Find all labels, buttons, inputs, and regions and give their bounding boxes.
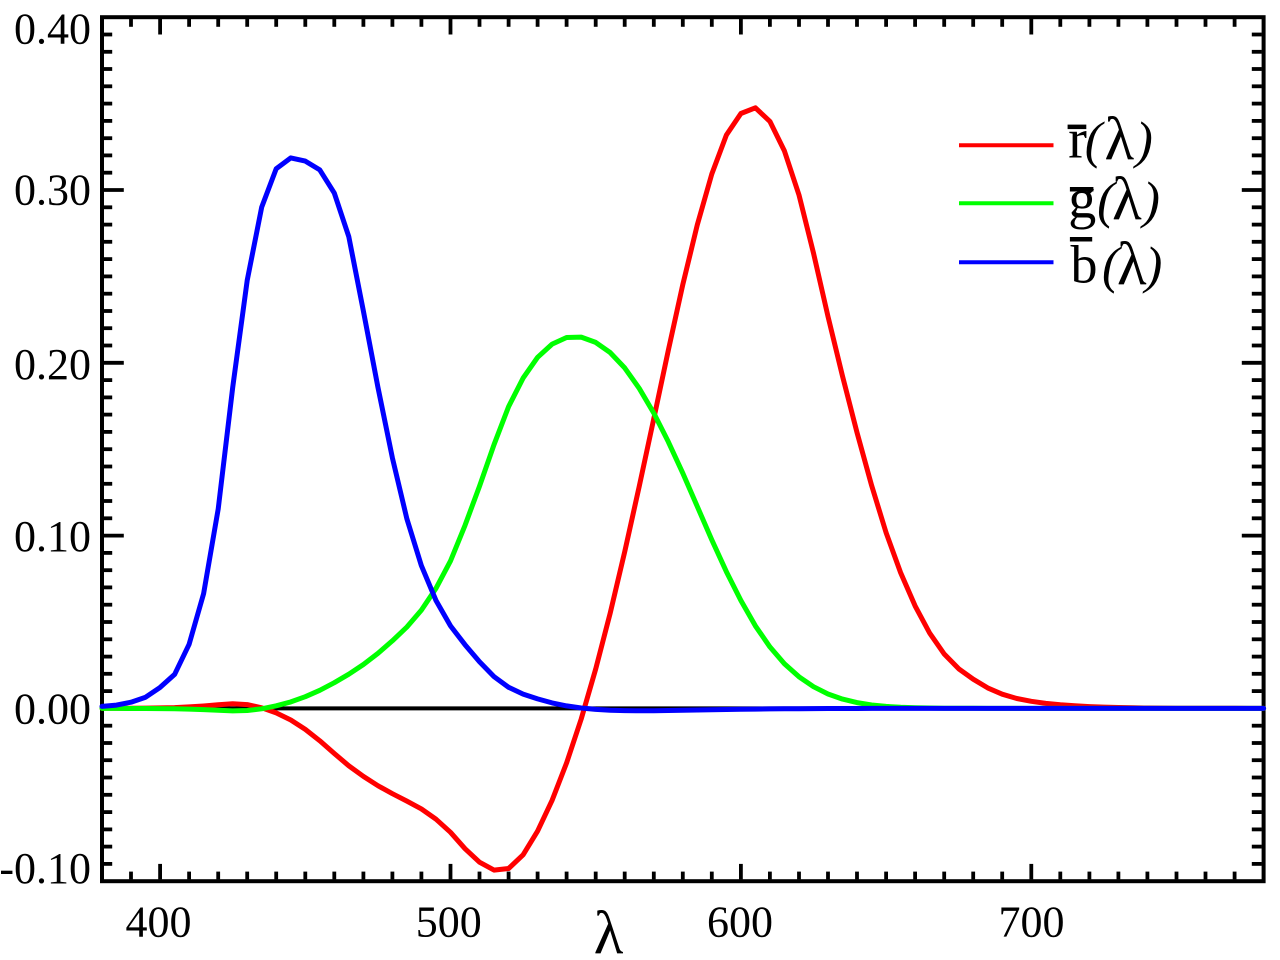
svg-text:λ: λ: [594, 900, 624, 960]
svg-text:(: (: [1097, 173, 1117, 230]
svg-text:λ: λ: [1117, 231, 1147, 298]
svg-text:(: (: [1085, 112, 1105, 169]
svg-text:r: r: [1068, 108, 1087, 170]
svg-text:b: b: [1071, 234, 1098, 294]
svg-text:700: 700: [999, 897, 1065, 946]
svg-text:400: 400: [126, 897, 192, 946]
svg-text:g: g: [1068, 169, 1096, 231]
svg-text:): ): [1142, 237, 1162, 294]
svg-text:λ: λ: [1105, 106, 1135, 173]
svg-text:0.40: 0.40: [14, 4, 91, 53]
svg-text:λ: λ: [1112, 166, 1142, 233]
svg-text:0.20: 0.20: [14, 340, 91, 389]
svg-text:0.30: 0.30: [14, 165, 91, 214]
svg-text:0.10: 0.10: [14, 512, 91, 561]
svg-text:500: 500: [416, 897, 482, 946]
svg-text:): ): [1133, 112, 1153, 169]
svg-text:): ): [1140, 173, 1160, 230]
svg-text:(: (: [1102, 237, 1122, 294]
svg-text:600: 600: [707, 897, 773, 946]
svg-text:-0.10: -0.10: [0, 844, 91, 893]
svg-text:0.00: 0.00: [14, 685, 91, 734]
